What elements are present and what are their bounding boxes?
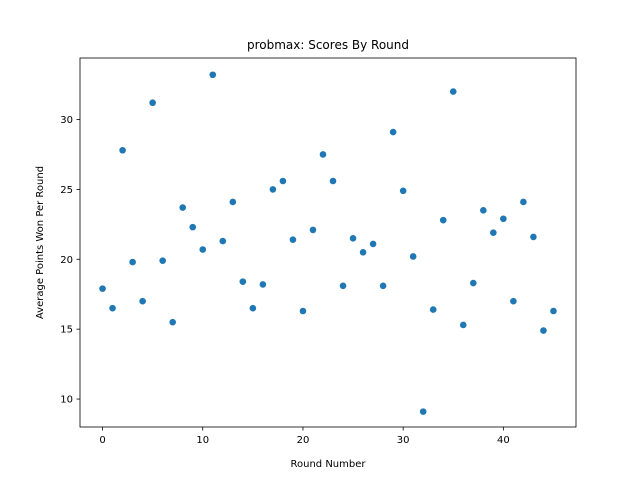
data-point [229, 198, 237, 206]
data-point [349, 235, 357, 242]
data-point [329, 177, 337, 185]
data-point [269, 186, 277, 193]
x-tick-label: 30 [397, 435, 410, 446]
x-tick-label: 40 [497, 435, 510, 446]
data-point [379, 282, 387, 290]
data-point [409, 253, 417, 260]
data-point [139, 297, 146, 305]
data-point [540, 327, 547, 334]
y-axis-ticks: 10 15 20 25 30 [60, 115, 80, 406]
data-point [279, 177, 287, 185]
y-tick-label: 25 [60, 185, 73, 196]
data-point [429, 306, 437, 313]
data-point [449, 88, 457, 95]
x-tick-label: 20 [297, 435, 310, 446]
data-point [169, 318, 176, 326]
data-point [399, 187, 407, 195]
data-point [159, 257, 166, 264]
data-point [189, 223, 197, 231]
data-point [469, 279, 477, 287]
data-point [339, 282, 347, 290]
x-axis-ticks: 0 10 20 30 40 [99, 427, 510, 446]
data-point [119, 146, 126, 154]
data-point [439, 216, 447, 224]
data-point [480, 207, 487, 214]
data-point [530, 233, 537, 241]
x-tick-label: 0 [99, 435, 105, 446]
data-point [500, 215, 507, 223]
x-axis-label: Round Number [291, 459, 367, 470]
data-point [510, 297, 517, 305]
chart-title: probmax: Scores By Round [247, 38, 409, 52]
y-tick-label: 20 [60, 255, 73, 266]
data-point [149, 99, 156, 107]
data-point [419, 408, 427, 415]
data-point [389, 128, 397, 136]
data-point [309, 226, 317, 234]
data-point [520, 198, 527, 206]
data-point [129, 258, 136, 266]
y-tick-label: 10 [60, 395, 73, 406]
data-point [109, 304, 116, 312]
data-point [199, 246, 207, 253]
data-point [259, 281, 267, 288]
data-point [459, 321, 467, 329]
data-point [490, 229, 497, 237]
data-point [179, 204, 187, 211]
y-axis-label: Average Points Won Per Round [35, 166, 46, 319]
plot-area-frame [79, 57, 577, 428]
data-point [239, 278, 247, 285]
data-point [99, 285, 106, 292]
data-point [299, 307, 307, 315]
data-point [219, 237, 227, 245]
data-point [209, 71, 217, 79]
data-point [319, 151, 327, 158]
data-point [359, 248, 367, 256]
data-point [289, 236, 297, 243]
data-point [550, 307, 557, 315]
data-point [249, 304, 257, 312]
y-tick-label: 30 [60, 115, 73, 126]
data-point [369, 240, 377, 248]
data-points [99, 71, 557, 415]
x-tick-label: 10 [196, 435, 209, 446]
y-tick-label: 15 [60, 325, 73, 336]
